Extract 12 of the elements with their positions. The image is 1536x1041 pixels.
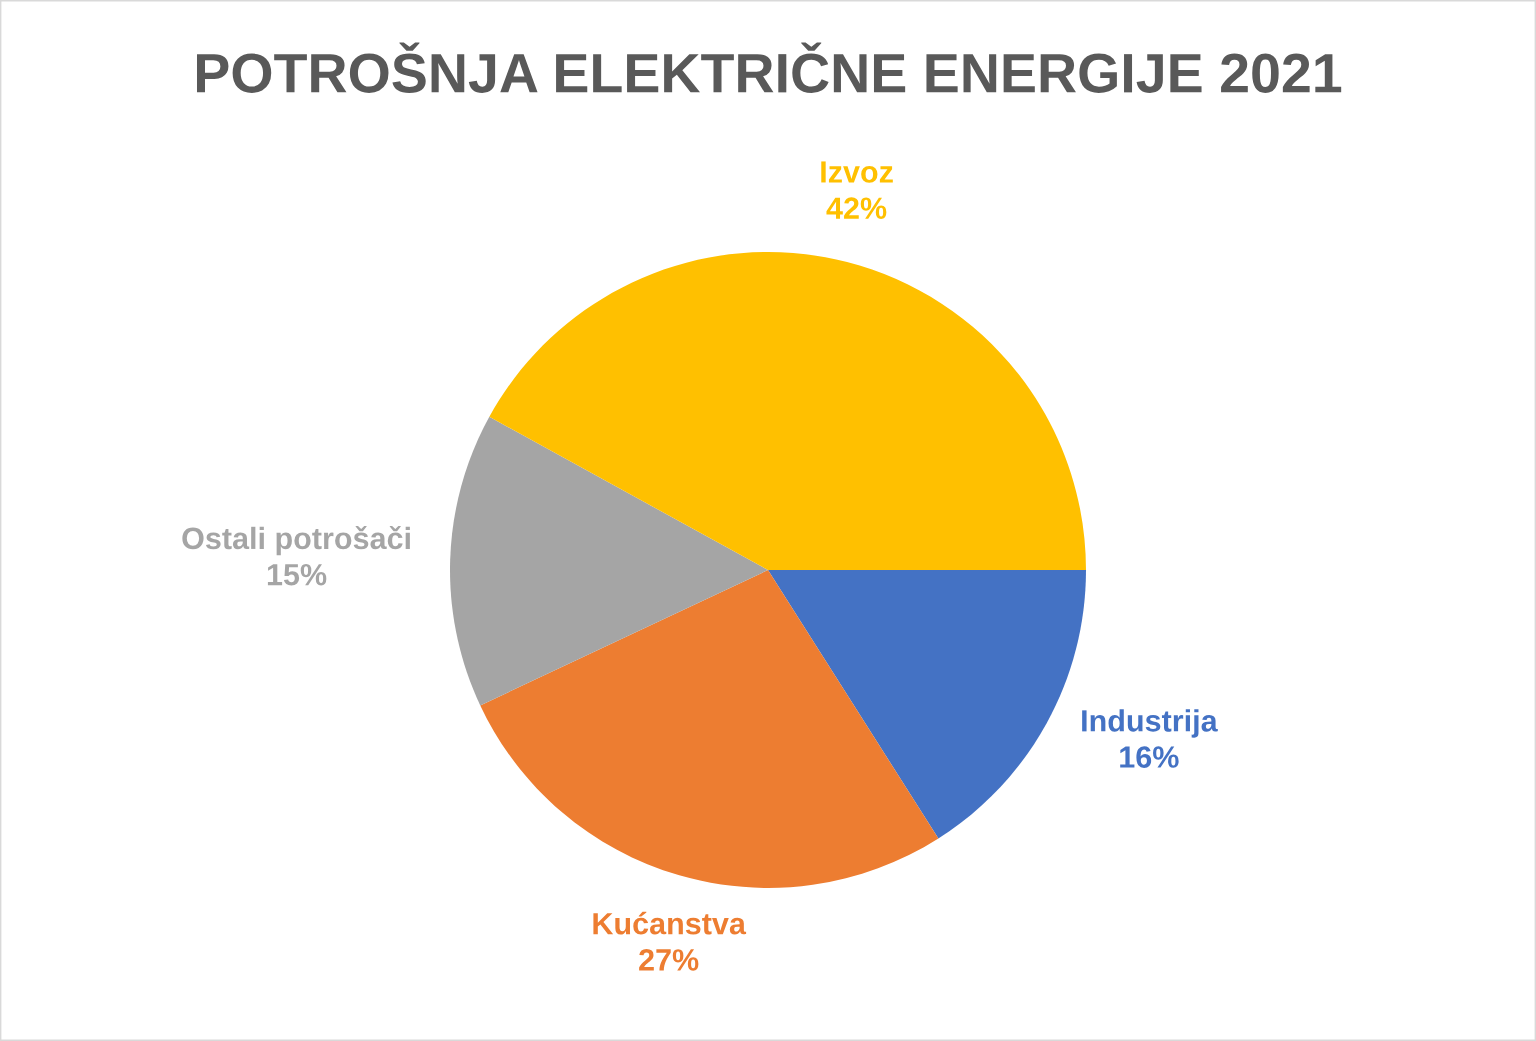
slice-label: Kućanstva	[593, 911, 747, 935]
slice-label: Izvoz	[821, 161, 893, 183]
slice-label: Ostali potrošači	[182, 526, 410, 556]
chart-title: POTROŠNJA ELEKTRIČNE ENERGIJE 2021	[197, 42, 1342, 93]
data-label: 15%	[267, 563, 327, 586]
pie-slice	[450, 416, 768, 706]
pie-slice	[489, 252, 1086, 570]
pie-slice	[480, 570, 939, 888]
data-label: 27%	[639, 949, 699, 971]
data-label: 42%	[826, 197, 887, 219]
data-label: 16%	[1120, 746, 1179, 768]
slice-label: Industrija	[1082, 709, 1218, 738]
